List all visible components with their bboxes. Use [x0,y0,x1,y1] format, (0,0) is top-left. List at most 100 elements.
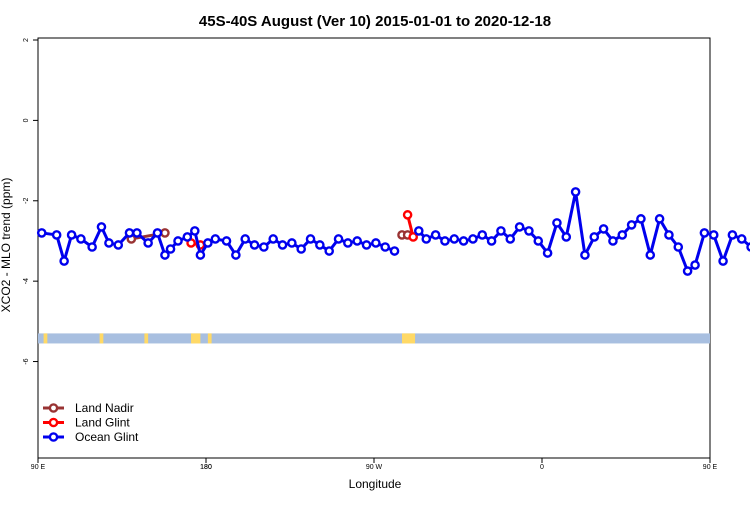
x-tick-label: 90 E [31,464,46,471]
ocean-glint-point [673,242,684,252]
ocean-glint-point [561,232,572,242]
land-strip-segment [191,333,201,344]
ocean-glint-point [468,234,478,244]
ocean-glint-point [231,250,241,260]
ocean-glint-point [182,232,193,242]
series-ocean-glint [36,187,750,276]
ocean-glint-point [477,230,488,240]
ocean-glint-point [210,234,221,244]
ocean-glint-point [268,234,279,244]
ocean-glint-point [361,240,372,250]
ocean-glint-point [189,226,200,236]
ocean-glint-point [718,256,728,266]
ocean-glint-point [708,230,719,240]
land-glint-point [408,232,419,242]
ocean-glint-point [421,234,432,244]
ocean-glint-point [296,244,307,254]
y-tick-label: -6 [23,358,30,364]
land-strip-segment [43,333,48,344]
x-tick-label: 0 [540,464,544,471]
land-strip-segment [144,333,149,344]
x-tick-label: 180 [200,464,212,471]
ocean-glint-point [580,250,590,260]
ocean-glint-point [343,238,353,248]
land-strip-layer [38,333,710,344]
legend-label: Land Glint [75,416,130,430]
ocean-glint-point [608,236,618,246]
legend-swatch-point [48,432,59,442]
ocean-glint-point [645,250,656,260]
legend-item-ocean-glint: Ocean Glint [43,430,139,444]
land-strip-segment [402,333,416,344]
ocean-glint-point [315,240,325,250]
land-strip-segment [207,333,212,344]
ocean-glint-point [430,230,441,240]
ocean-glint-point [664,230,674,240]
ocean-glint-point [727,230,738,240]
ocean-glint-point [76,234,86,244]
ocean-glint-point [617,230,628,240]
x-tick-label: 90 W [366,464,383,471]
ocean-glint-point [51,230,62,240]
y-axis-label: XCO2 - MLO trend (ppm) [0,178,13,313]
ocean-glint-point [552,218,562,228]
ocean-glint-point [598,224,609,234]
ocean-glint-point [240,234,250,244]
ocean-glint-point [496,226,506,236]
ocean-glint-point [66,230,77,240]
ocean-glint-point [413,226,424,236]
ocean-glint-point [221,236,232,246]
y-tick-label: 0 [23,118,30,122]
legend-item-land-glint: Land Glint [43,416,130,430]
ocean-glint-point [626,220,637,230]
x-tick-label: 180 [200,464,212,471]
ocean-glint-point [533,236,544,246]
land-glint-point [402,210,413,220]
ocean-glint-point [195,250,206,260]
ocean-glint-point [173,236,183,246]
land-strip-segment [99,333,104,344]
legend-swatch-point [48,417,59,428]
ocean-glint-point [324,246,335,256]
ocean-glint-point [682,266,693,276]
ocean-glint-point [259,242,269,252]
x-axis-label: Longitude [349,477,402,491]
ocean-glint-point [380,242,391,252]
ocean-glint-point [505,234,516,244]
ocean-glint-point [104,238,114,248]
ocean-glint-point [458,236,469,246]
ocean-glint-point [514,222,525,232]
ocean-glint-point [160,250,170,260]
legend-label: Ocean Glint [75,430,139,444]
ocean-glint-point [87,242,97,252]
ocean-glint-point [333,234,344,244]
plot-frame [37,37,711,459]
ocean-glint-point [113,240,124,250]
ocean-glint-point [152,228,163,238]
legend-label: Land Nadir [75,401,134,415]
ocean-glint-point [124,228,135,238]
y-ticks-layer: 2 0 -2 -4 -6 [23,38,38,365]
chart-title: 45S-40S August (Ver 10) 2015-01-01 to 20… [199,13,551,30]
y-tick-label: -4 [23,278,30,284]
y-tick-label: 2 [23,38,30,42]
series-layer [36,187,750,276]
x-tick-label: 90 E [703,464,718,471]
ocean-glint-point [389,246,400,256]
ocean-glint-point [570,187,581,197]
ocean-glint-point [352,236,363,246]
ocean-glint-point [746,242,750,252]
ocean-glint-point [203,238,213,248]
ocean-glint-point [277,240,288,250]
ocean-glint-point [249,240,260,250]
ocean-glint-point [287,238,297,248]
ocean-glint-point [636,214,646,224]
y-tick-label: -2 [23,198,30,204]
ocean-glint-point [486,236,497,246]
ocean-glint-point [449,234,460,244]
ocean-glint-point [305,234,316,244]
ocean-glint-point [736,234,747,244]
